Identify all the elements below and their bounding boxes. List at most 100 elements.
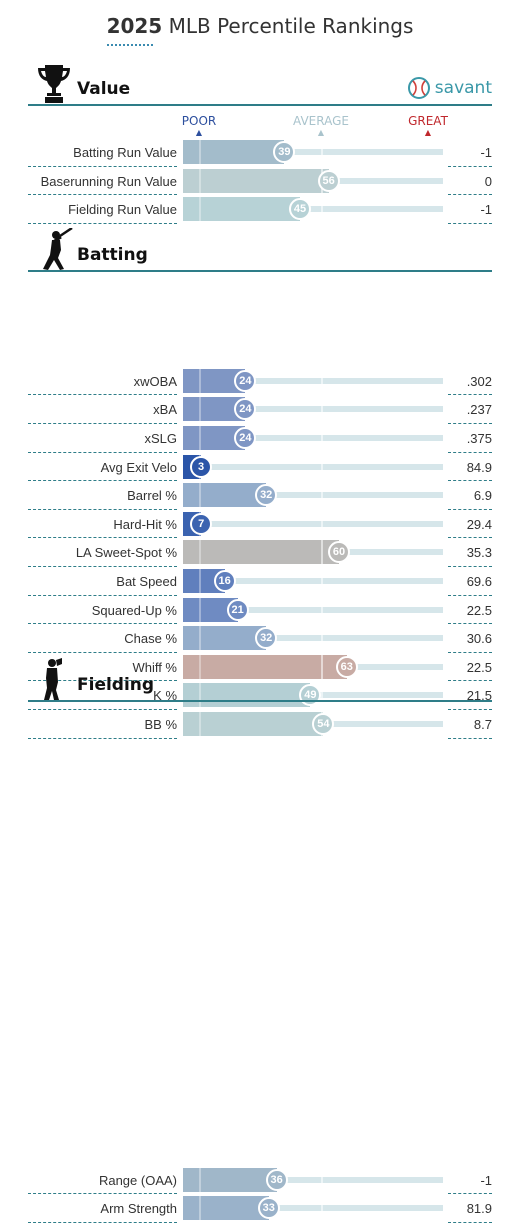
legend-great-arrow-icon: ▲ [424, 128, 432, 137]
metric-row[interactable]: Hard-Hit % 7 29.4 [28, 510, 492, 539]
value-divider [448, 623, 492, 625]
value-divider [448, 194, 492, 196]
title-text: MLB Percentile Rankings [168, 14, 414, 38]
metric-row[interactable]: LA Sweet-Spot % 60 35.3 [28, 538, 492, 567]
section-batting-rows: xwOBA 24 .302 xBA 24 .237 xSLG 24 .375 Avg Exit V… [28, 367, 492, 739]
row-divider [28, 565, 177, 567]
percentile-bar [183, 483, 267, 508]
poor-marker [199, 711, 201, 736]
metric-row[interactable]: Baserunning Run Value 56 0 [28, 167, 492, 196]
metric-row[interactable]: Whiff % 63 22.5 [28, 653, 492, 682]
metric-label: Bat Speed [116, 573, 177, 589]
percentile-bubble: 56 [317, 169, 340, 192]
percentile-bubble: 54 [312, 712, 335, 735]
metric-row[interactable]: Squared-Up % 21 22.5 [28, 596, 492, 625]
metric-label: xBA [153, 402, 177, 418]
average-marker [321, 568, 323, 593]
metric-value: 22.5 [466, 659, 492, 675]
percentile-track [183, 577, 443, 584]
metric-row[interactable]: BB % 54 8.7 [28, 710, 492, 739]
value-divider [448, 451, 492, 453]
percentile-bubble: 24 [234, 369, 257, 392]
percentile-track [183, 206, 443, 213]
row-divider [28, 394, 177, 396]
average-marker [321, 683, 323, 708]
metric-row[interactable]: Fielding Run Value 45 -1 [28, 195, 492, 224]
metric-row[interactable]: Bat Speed 16 69.6 [28, 567, 492, 596]
percentile-bubble: 36 [265, 1168, 288, 1191]
percentile-track [183, 492, 443, 499]
value-divider [448, 537, 492, 539]
metric-row[interactable]: K % 49 21.5 [28, 681, 492, 710]
metric-row[interactable]: Arm Strength 33 81.9 [28, 1194, 492, 1223]
section-value-rows: Batting Run Value 39 -1 Baserunning Run Val… [28, 138, 492, 224]
metric-row[interactable]: xSLG 24 .375 [28, 424, 492, 453]
poor-marker [199, 425, 201, 450]
value-divider [448, 680, 492, 682]
section-title: Fielding [77, 675, 155, 695]
value-divider [448, 394, 492, 396]
percentile-track [183, 377, 443, 384]
metric-row[interactable]: Batting Run Value 39 -1 [28, 138, 492, 167]
metric-row[interactable]: xBA 24 .237 [28, 395, 492, 424]
average-marker [321, 511, 323, 536]
average-marker [321, 483, 323, 508]
metric-label: Avg Exit Velo [100, 459, 177, 475]
section-value-header: Value savant [28, 64, 492, 106]
poor-marker [199, 568, 201, 593]
metric-row[interactable]: Avg Exit Velo 3 84.9 [28, 453, 492, 482]
percentile-bubble: 7 [190, 512, 213, 535]
metric-label: LA Sweet-Spot % [75, 545, 177, 561]
percentile-track [183, 149, 443, 155]
legend-average-arrow-icon: ▲ [317, 128, 325, 137]
row-divider [28, 680, 177, 682]
row-divider [28, 594, 177, 596]
metric-label: Fielding Run Value [68, 202, 177, 218]
percentile-bar [183, 140, 285, 164]
percentile-bubble: 33 [257, 1197, 280, 1220]
metric-label: BB % [144, 716, 177, 732]
poor-marker [199, 597, 201, 622]
percentile-bubble: 21 [226, 598, 249, 621]
metric-value: 22.5 [466, 602, 492, 618]
savant-logo[interactable]: savant [407, 76, 492, 100]
value-divider [448, 565, 492, 567]
row-divider [28, 623, 177, 625]
metric-row[interactable]: Chase % 32 30.6 [28, 624, 492, 653]
value-divider [448, 651, 492, 653]
value-divider [448, 165, 492, 167]
percentile-track [183, 463, 443, 470]
metric-value: -1 [480, 1172, 492, 1188]
metric-value: 0 [484, 173, 492, 189]
metric-row[interactable]: xwOBA 24 .302 [28, 367, 492, 396]
legend-average: AVERAGE ▲ [293, 114, 349, 137]
metric-label: Hard-Hit % [113, 516, 177, 532]
section-value: Value savant [28, 64, 492, 106]
metric-label: K % [153, 688, 177, 704]
poor-marker [199, 1167, 201, 1192]
metric-value: -1 [480, 202, 492, 218]
metric-label: xwOBA [133, 373, 177, 389]
poor-marker [199, 626, 201, 651]
average-marker [321, 425, 323, 450]
title-year: 2025 [106, 14, 163, 38]
percentile-bar [183, 654, 347, 679]
percentile-bar [183, 683, 311, 708]
metric-value: .375 [466, 430, 492, 446]
row-divider [28, 222, 177, 224]
row-divider [28, 480, 177, 482]
value-divider [448, 508, 492, 510]
value-divider [448, 422, 492, 424]
metric-value: 81.9 [466, 1201, 492, 1217]
average-marker [321, 626, 323, 651]
average-marker [321, 1167, 323, 1192]
poor-marker [199, 168, 201, 193]
value-divider [448, 222, 492, 224]
average-marker [321, 1196, 323, 1221]
metric-row[interactable]: Range (OAA) 36 -1 [28, 1166, 492, 1195]
metric-value: 8.7 [473, 716, 492, 732]
metric-row[interactable]: Barrel % 32 6.9 [28, 481, 492, 510]
metric-value: 35.3 [466, 545, 492, 561]
metric-label: Range (OAA) [98, 1172, 177, 1188]
poor-marker [199, 397, 201, 422]
